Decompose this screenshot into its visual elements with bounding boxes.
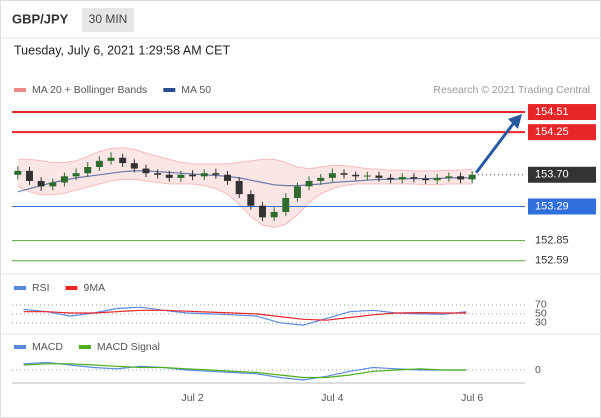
candle-body <box>142 168 150 174</box>
candle-body <box>154 173 162 175</box>
candle-body <box>200 173 208 177</box>
candle-body <box>375 175 383 178</box>
candle-body <box>107 157 115 161</box>
price-label: 153.29 <box>535 200 569 212</box>
datetime: Tuesday, July 6, 2021 1:29:58 AM CET <box>14 43 230 57</box>
candle-body <box>247 194 255 206</box>
candle-body <box>212 173 220 175</box>
legend-label: MA 20 + Bollinger Bands <box>32 84 147 96</box>
candle-body <box>14 170 22 175</box>
candle-body <box>410 177 418 179</box>
indicator-line <box>23 309 467 321</box>
candle-body <box>433 177 441 181</box>
candle-body <box>37 180 45 187</box>
candle-body <box>340 173 348 175</box>
legend-swatch <box>65 286 78 290</box>
bollinger-upper <box>17 147 473 172</box>
indicator-line <box>23 363 467 379</box>
legend-label: MACD <box>32 341 63 353</box>
ma-line <box>17 170 473 193</box>
legend-swatch <box>14 88 26 92</box>
candle-body <box>468 174 476 180</box>
y-tick-label: 50 <box>535 308 547 320</box>
candle-body <box>119 157 127 164</box>
symbol: GBP/JPY <box>12 11 69 26</box>
candle-body <box>457 176 465 180</box>
candle-body <box>328 173 336 178</box>
indicator-line <box>23 361 467 381</box>
legend-swatch <box>78 345 91 349</box>
candle-body <box>189 174 197 177</box>
candle-body <box>387 177 395 180</box>
candle-body <box>282 197 290 212</box>
legend-label: MACD Signal <box>97 341 160 353</box>
timeframe[interactable]: 30 MIN <box>89 12 128 26</box>
price-label-box <box>528 166 596 183</box>
legend-swatch <box>163 88 176 92</box>
candle-body <box>84 167 92 174</box>
legend-label: RSI <box>32 282 50 294</box>
y-tick-label: 70 <box>535 299 547 311</box>
legend-label: MA 50 <box>181 84 211 96</box>
price-label: 153.70 <box>535 169 569 181</box>
price-label: 152.85 <box>535 234 569 246</box>
candle-body <box>363 175 371 177</box>
candle-body <box>60 176 68 183</box>
copyright: Research © 2021 Trading Central <box>433 84 590 96</box>
candle-body <box>293 186 301 198</box>
x-tick-label: Jul 6 <box>461 392 483 404</box>
candle-body <box>25 170 33 181</box>
price-label: 152.59 <box>535 255 569 267</box>
candle-body <box>445 176 453 178</box>
x-tick-label: Jul 4 <box>321 392 343 404</box>
price-label-box <box>528 198 596 215</box>
legend-swatch <box>14 286 26 290</box>
legend-label: 9MA <box>84 282 106 294</box>
candle-body <box>398 177 406 180</box>
candle-body <box>422 178 430 181</box>
candle-body <box>317 177 325 181</box>
price-label: 154.25 <box>535 126 569 138</box>
x-tick-label: Jul 2 <box>181 392 203 404</box>
candle-body <box>95 160 103 168</box>
plot: 154.51 154.25 153.70 153.29 152.85 152.59 Jul … <box>12 84 596 404</box>
candle-body <box>72 173 80 177</box>
candle-body <box>270 211 278 218</box>
y-tick-label: 0 <box>535 364 541 376</box>
price-label: 154.51 <box>535 106 569 118</box>
candle-body <box>352 174 360 177</box>
candle-body <box>258 205 266 218</box>
y-tick-label: 30 <box>535 317 547 329</box>
candle-body <box>130 163 138 169</box>
timeframe-box[interactable] <box>82 8 134 32</box>
arrow-head <box>508 114 522 129</box>
candle-body <box>165 174 173 178</box>
candle-body <box>235 180 243 195</box>
candle-body <box>305 180 313 187</box>
price-label-box <box>528 124 596 141</box>
legend-swatch <box>14 345 26 349</box>
forecast-arrow <box>474 119 518 174</box>
price-label-box <box>528 104 596 121</box>
candle-body <box>49 182 57 187</box>
candle-body <box>177 174 185 178</box>
candle-body <box>224 174 232 181</box>
bollinger-lower <box>17 178 473 228</box>
